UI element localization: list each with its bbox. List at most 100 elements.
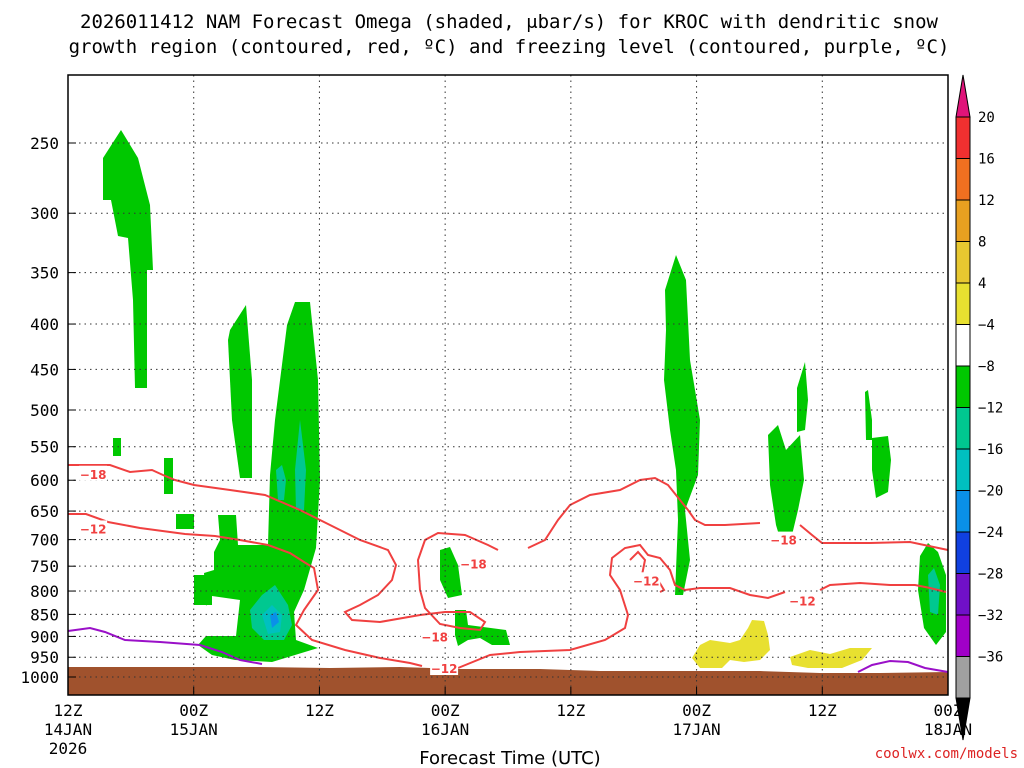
omega-region [113, 438, 121, 456]
omega-region [164, 458, 173, 494]
colorbar-swatch [955, 116, 971, 159]
y-tick-label: 700 [30, 531, 59, 550]
plot-frame [67, 74, 949, 696]
colorbar-label: −36 [978, 650, 1003, 666]
y-tick-label: 250 [30, 134, 59, 153]
colorbar-label: 16 [978, 152, 995, 168]
colorbar-swatch [955, 324, 971, 367]
contour-label-bg [79, 465, 108, 481]
y-axis: 250 300 350 400 450 500 550 600 650 700 750 800 850 9… [20, 134, 76, 687]
grid-lines [67, 75, 949, 695]
contour-label: −18 [460, 558, 487, 572]
omega-region [176, 514, 194, 529]
y-tick-label: 900 [30, 627, 59, 646]
contour-label-bg [79, 520, 108, 536]
y-tick-label: 500 [30, 401, 59, 420]
y-tick-label: 800 [30, 582, 59, 601]
colorbar-label: 20 [978, 110, 995, 126]
colorbar-swatch [955, 448, 971, 491]
omega-shading [103, 130, 946, 668]
chart-title-line2: growth region (contoured, red, ºC) and f… [69, 36, 950, 58]
x-tick-label: 12Z [556, 701, 585, 720]
omega-region [198, 302, 320, 662]
x-tick-label: 12Z [808, 701, 837, 720]
colorbar-label: −8 [978, 359, 995, 375]
y-tick-label: 650 [30, 502, 59, 521]
contour-label: −12 [80, 522, 107, 536]
contour-label-bg [769, 531, 798, 547]
y-tick-label: 550 [30, 438, 59, 457]
contour-label: −12 [431, 662, 458, 676]
contour-minus18-upper [68, 464, 499, 632]
x-tick-label: 00Z [934, 701, 963, 720]
omega-region [455, 610, 510, 646]
contour-minus18-right [527, 476, 761, 549]
contour-label: −18 [421, 630, 448, 644]
colorbar-top-arrow [955, 74, 971, 118]
colorbar-label: −12 [978, 401, 1003, 417]
colorbar-swatch [955, 365, 971, 408]
omega-region [194, 575, 212, 605]
colorbar-label: −24 [978, 525, 1003, 541]
omega-region [228, 305, 252, 478]
x-tick-year: 2026 [49, 739, 88, 758]
omega-region [872, 436, 891, 498]
colorbar-label: −28 [978, 567, 1003, 583]
contour-label-bg [632, 572, 661, 588]
x-tick-label: 00Z [682, 701, 711, 720]
contour-labels: −18 −12 −18 −18 −12 −12 −18 −12 [79, 465, 817, 676]
colorbar-legend: 20 16 12 8 4 −4 −8 −12 −16 −20 −24 −28 −32 −36 [955, 74, 1003, 741]
x-tick-date: 17JAN [672, 720, 720, 739]
contour-minus18-tail [799, 524, 949, 551]
colorbar-swatch [955, 531, 971, 574]
colorbar-swatch [955, 573, 971, 616]
x-tick-label: 00Z [179, 701, 208, 720]
colorbar-label: −20 [978, 484, 1003, 500]
colorbar-bottom-arrow [955, 697, 971, 741]
omega-region-positive [692, 620, 770, 668]
colorbar-swatch [955, 199, 971, 242]
colorbar-swatch [955, 282, 971, 325]
contour-label: −12 [789, 595, 816, 609]
contour-minus12-left [68, 513, 423, 667]
x-tick-label: 12Z [305, 701, 334, 720]
colorbar-label: 8 [978, 235, 986, 251]
contour-label: −18 [80, 468, 107, 482]
colorbar-label: 4 [978, 276, 986, 292]
omega-region [865, 390, 872, 440]
x-tick-label: 00Z [431, 701, 460, 720]
contour-label-bg [788, 592, 817, 608]
x-tick-label: 12Z [54, 701, 83, 720]
colorbar-label: −16 [978, 442, 1003, 458]
omega-region-strong [928, 568, 940, 615]
omega-region [664, 255, 700, 595]
contour-label-bg [420, 628, 449, 644]
contour-label: −18 [770, 534, 797, 548]
freezing-level-right [857, 659, 949, 673]
y-tick-label: 600 [30, 471, 59, 490]
colorbar-swatch [955, 407, 971, 450]
contour-label-bg [459, 555, 488, 571]
omega-region-positive [790, 648, 872, 668]
colorbar-swatch [955, 490, 971, 533]
colorbar-label: 12 [978, 193, 995, 209]
omega-region [103, 130, 153, 388]
y-tick-label: 1000 [20, 668, 59, 687]
terrain-fill [68, 667, 948, 695]
omega-region [797, 362, 808, 432]
omega-region-strong [270, 612, 279, 628]
colorbar-swatch [955, 656, 971, 699]
omega-region-strong [295, 420, 306, 510]
plot-area: −18 −12 −18 −18 −12 −12 −18 −12 [67, 74, 949, 696]
contour-minus12-right [819, 581, 947, 593]
y-tick-label: 950 [30, 648, 59, 667]
contour-label: −12 [633, 574, 660, 588]
y-tick-label: 350 [30, 264, 59, 283]
chart-title-line1: 2026011412 NAM Forecast Omega (shaded, μ… [80, 11, 938, 33]
x-axis-title: Forecast Time (UTC) [419, 748, 600, 768]
y-tick-label: 850 [30, 605, 59, 624]
x-tick-date: 14JAN [44, 720, 92, 739]
y-tick-label: 750 [30, 557, 59, 576]
colorbar-label: −32 [978, 608, 1003, 624]
